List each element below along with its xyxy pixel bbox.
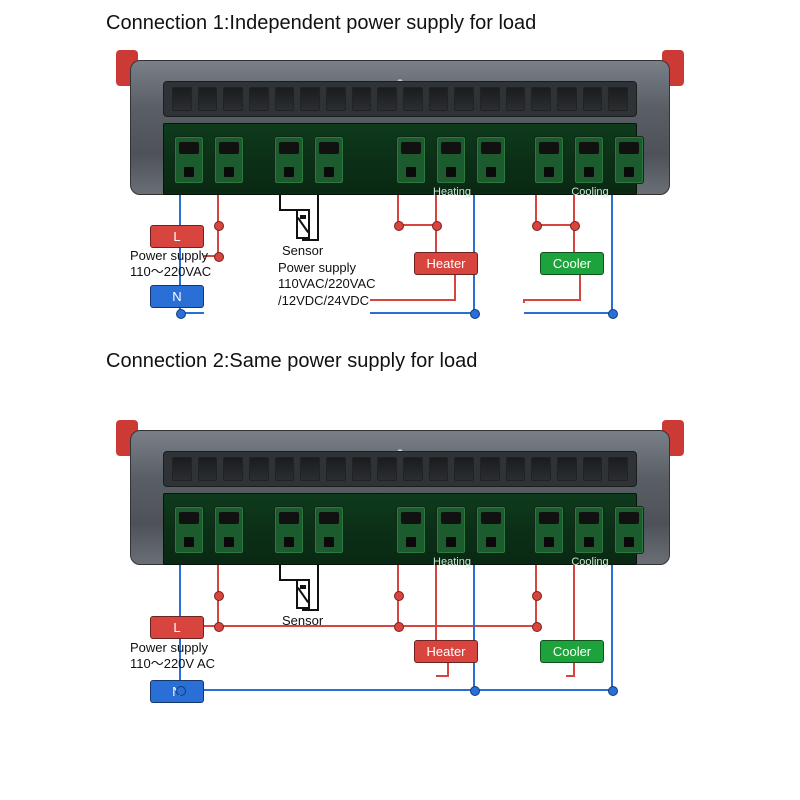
junction-dot (214, 221, 224, 231)
badge-heater: Heater (414, 252, 478, 275)
junction-dot (394, 622, 404, 632)
sensor-icon (296, 579, 310, 609)
sensor-label: Sensor (282, 613, 323, 629)
ps-v2: /12VDC/24VDC (278, 293, 369, 308)
badge-heater: Heater (414, 640, 478, 663)
junction-dot (176, 686, 186, 696)
power-supply-1-label: Power supply 110～220VAC (130, 248, 211, 281)
junction-dot (532, 622, 542, 632)
badge-L: L (150, 616, 204, 639)
junction-dot (214, 591, 224, 601)
junction-dot (532, 221, 542, 231)
junction-dot (176, 309, 186, 319)
badge-cooler: Cooler (540, 252, 604, 275)
load-supply-label: Power supply 110VAC/220VAC /12VDC/24VDC (278, 260, 408, 309)
junction-dot (470, 686, 480, 696)
ps-text: Power supply (130, 248, 208, 263)
ps-volt: 110～220VAC (130, 264, 211, 279)
badge-L: L (150, 225, 204, 248)
wiring-svg (0, 0, 800, 800)
ps-text: Power supply (278, 260, 356, 275)
badge-N: N (150, 285, 204, 308)
junction-dot (608, 686, 618, 696)
junction-dot (608, 309, 618, 319)
junction-dot (470, 309, 480, 319)
junction-dot (214, 622, 224, 632)
power-supply-2-label: Power supply 110～220V AC (130, 640, 215, 673)
ps-v1: 110VAC/220VAC (278, 276, 376, 291)
junction-dot (214, 252, 224, 262)
junction-dot (570, 221, 580, 231)
sensor-icon (296, 209, 310, 239)
junction-dot (532, 591, 542, 601)
junction-dot (394, 221, 404, 231)
sensor-label: Sensor (282, 243, 323, 259)
ps-text: Power supply (130, 640, 208, 655)
badge-cooler: Cooler (540, 640, 604, 663)
junction-dot (394, 591, 404, 601)
junction-dot (432, 221, 442, 231)
ps-volt: 110～220V AC (130, 656, 215, 671)
